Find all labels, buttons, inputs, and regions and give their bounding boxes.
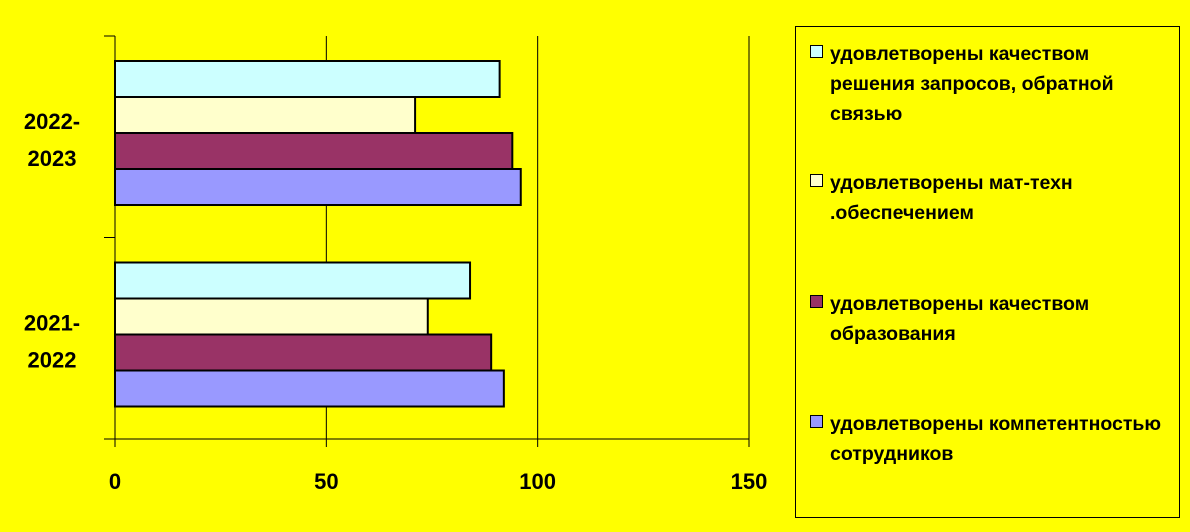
bar — [114, 333, 493, 372]
bar — [114, 96, 417, 134]
bar — [114, 369, 505, 408]
x-tick-label: 150 — [731, 469, 768, 494]
legend-swatch-icon — [810, 295, 823, 308]
x-tick-label: 50 — [314, 469, 338, 494]
bar — [114, 168, 522, 206]
bar — [114, 297, 429, 336]
category-label: 2023 — [28, 146, 77, 171]
legend-label: удовлетворены компетентностью сотруднико… — [830, 413, 1162, 465]
legend-swatch-icon — [810, 415, 823, 428]
bar — [114, 132, 514, 170]
chart-legend: удовлетворены качеством решения запросов… — [795, 26, 1180, 518]
x-tick-label: 100 — [519, 469, 556, 494]
legend-label: удовлетворены мат-техн .обеспечением — [830, 172, 1073, 224]
category-label: 2022- — [24, 109, 80, 134]
category-label: 2021- — [24, 310, 80, 335]
legend-swatch-icon — [810, 174, 823, 187]
category-label: 2022 — [28, 347, 77, 372]
legend-label: удовлетворены качеством образования — [830, 293, 1090, 345]
legend-swatch-icon — [810, 45, 823, 58]
x-tick-label: 0 — [109, 469, 121, 494]
bar — [114, 60, 501, 98]
legend-label: удовлетворены качеством решения запросов… — [830, 43, 1114, 125]
bar — [114, 261, 472, 300]
